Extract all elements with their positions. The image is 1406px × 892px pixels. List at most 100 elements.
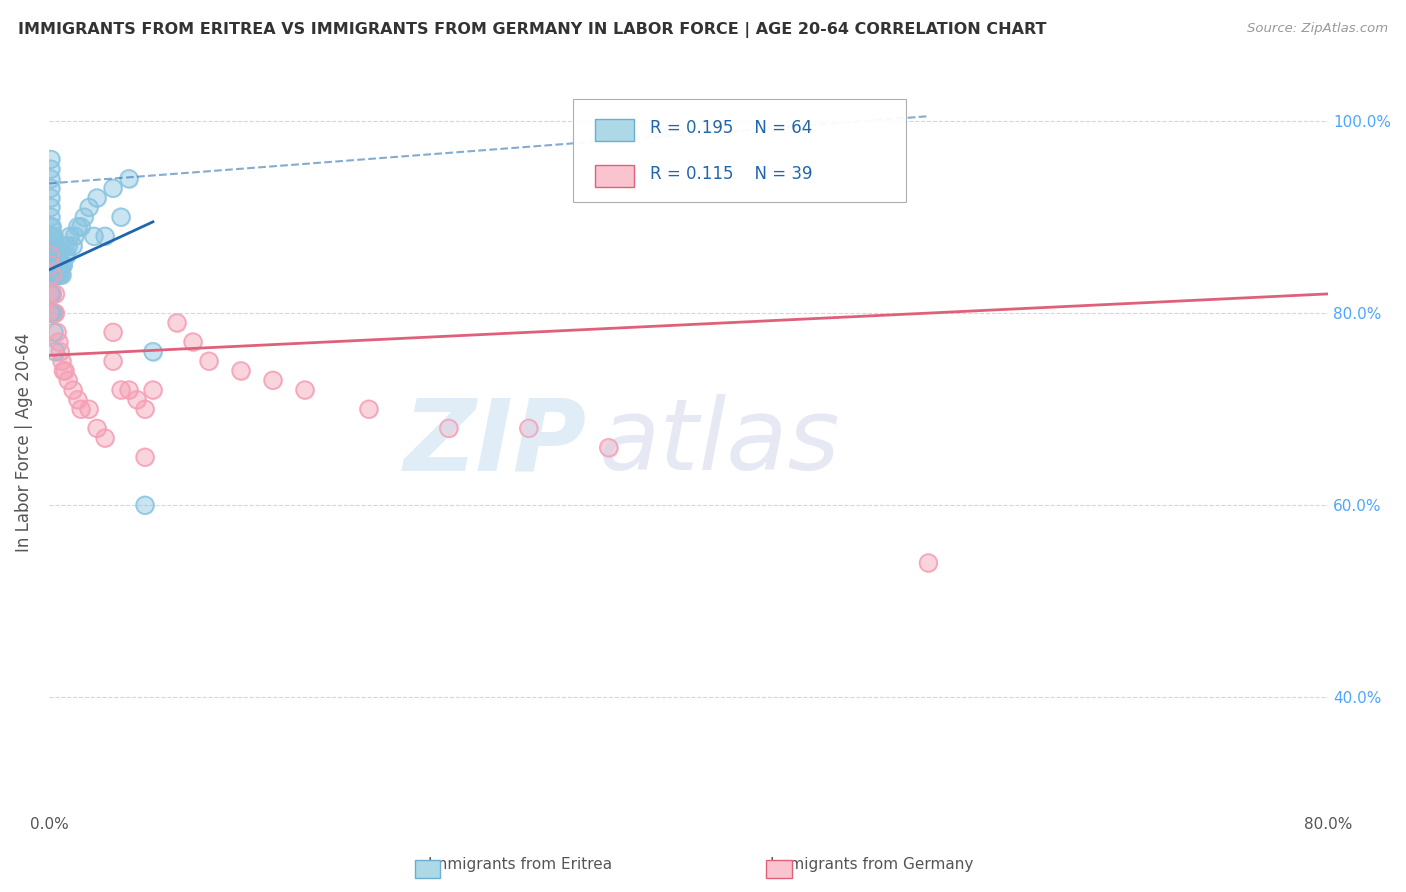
Point	[44, 258, 66, 272]
Point	[181, 334, 204, 349]
Point	[66, 219, 89, 234]
Point	[517, 421, 540, 435]
Point	[53, 239, 76, 253]
Point	[39, 219, 62, 234]
Point	[52, 364, 75, 378]
Point	[598, 441, 620, 455]
Point	[229, 364, 252, 378]
Point	[53, 239, 76, 253]
Point	[437, 421, 460, 435]
Point	[41, 239, 63, 253]
Point	[41, 219, 63, 234]
Point	[39, 181, 62, 195]
Point	[39, 286, 62, 301]
Point	[41, 219, 63, 234]
Point	[56, 373, 79, 387]
Point	[41, 258, 63, 272]
Point	[62, 383, 84, 397]
Point	[39, 153, 62, 167]
Point	[125, 392, 148, 407]
Point	[73, 210, 96, 224]
Point	[39, 210, 62, 224]
Point	[41, 268, 63, 282]
Point	[39, 239, 62, 253]
Point	[142, 344, 165, 359]
Point	[42, 248, 65, 262]
Point	[53, 364, 76, 378]
Point	[134, 402, 156, 417]
Point	[39, 286, 62, 301]
Point	[52, 258, 75, 272]
Point	[49, 258, 72, 272]
Point	[46, 268, 69, 282]
Point	[48, 334, 70, 349]
Point	[86, 191, 108, 205]
Point	[110, 383, 132, 397]
Point	[41, 268, 63, 282]
Point	[46, 326, 69, 340]
Point	[42, 326, 65, 340]
Point	[42, 306, 65, 320]
Point	[51, 354, 73, 368]
Point	[41, 229, 63, 244]
Point	[134, 450, 156, 465]
Point	[101, 181, 124, 195]
Point	[83, 229, 105, 244]
Point	[86, 421, 108, 435]
Point	[181, 334, 204, 349]
Point	[142, 344, 165, 359]
FancyBboxPatch shape	[595, 119, 634, 141]
Point	[70, 402, 93, 417]
Point	[53, 248, 76, 262]
Point	[39, 181, 62, 195]
Point	[166, 316, 188, 330]
Point	[125, 392, 148, 407]
Point	[42, 229, 65, 244]
Point	[53, 364, 76, 378]
Point	[55, 248, 77, 262]
Point	[49, 344, 72, 359]
Point	[39, 161, 62, 176]
Point	[39, 161, 62, 176]
Point	[46, 248, 69, 262]
Point	[134, 402, 156, 417]
Point	[101, 354, 124, 368]
Point	[110, 383, 132, 397]
Point	[101, 181, 124, 195]
Point	[70, 219, 93, 234]
Text: Source: ZipAtlas.com: Source: ZipAtlas.com	[1247, 22, 1388, 36]
Point	[41, 286, 63, 301]
Point	[41, 306, 63, 320]
Point	[41, 268, 63, 282]
Point	[56, 239, 79, 253]
Point	[48, 268, 70, 282]
Point	[437, 421, 460, 435]
Point	[55, 248, 77, 262]
Point	[42, 326, 65, 340]
Point	[44, 248, 66, 262]
Point	[39, 248, 62, 262]
Point	[56, 373, 79, 387]
Point	[66, 219, 89, 234]
Point	[62, 383, 84, 397]
Point	[517, 421, 540, 435]
Point	[134, 498, 156, 512]
Text: ZIP: ZIP	[404, 394, 586, 491]
Point	[41, 258, 63, 272]
Point	[110, 210, 132, 224]
FancyBboxPatch shape	[595, 165, 634, 186]
Point	[48, 334, 70, 349]
Point	[101, 354, 124, 368]
Point	[48, 258, 70, 272]
Point	[52, 364, 75, 378]
Point	[917, 556, 939, 570]
Point	[44, 268, 66, 282]
Y-axis label: In Labor Force | Age 20-64: In Labor Force | Age 20-64	[15, 334, 32, 552]
Point	[51, 258, 73, 272]
Point	[39, 201, 62, 215]
Point	[198, 354, 221, 368]
Point	[66, 392, 89, 407]
Point	[118, 171, 141, 186]
Point	[39, 306, 62, 320]
Text: Immigrants from Eritrea: Immigrants from Eritrea	[429, 857, 612, 872]
